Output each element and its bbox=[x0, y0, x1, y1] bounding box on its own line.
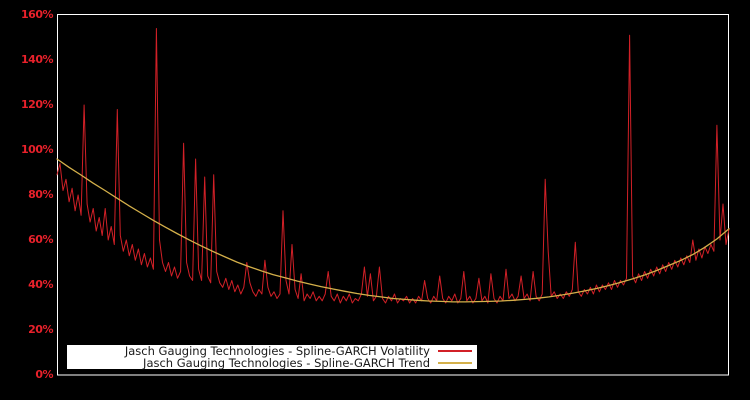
legend-label-trend: Jasch Gauging Technologies - Spline-GARC… bbox=[143, 356, 430, 370]
volatility-line-sample-icon bbox=[438, 350, 472, 352]
y-axis-tick-label: 60% bbox=[28, 233, 53, 246]
trend-line bbox=[56, 158, 730, 303]
y-axis-tick-label: 140% bbox=[21, 53, 53, 66]
y-axis-tick-label: 20% bbox=[28, 323, 53, 336]
y-axis-tick-label: 160% bbox=[21, 8, 53, 21]
legend-item-trend: Jasch Gauging Technologies - Spline-GARC… bbox=[67, 357, 477, 369]
y-axis-tick-label: 80% bbox=[28, 188, 53, 201]
legend-item-volatility: Jasch Gauging Technologies - Spline-GARC… bbox=[67, 345, 477, 357]
y-axis-tick-label: 40% bbox=[28, 278, 53, 291]
y-axis-tick-label: 100% bbox=[21, 143, 53, 156]
y-axis-tick-label: 120% bbox=[21, 98, 53, 111]
volatility-line bbox=[56, 28, 730, 304]
plot-border bbox=[57, 14, 729, 376]
legend-label-volatility: Jasch Gauging Technologies - Spline-GARC… bbox=[124, 344, 430, 358]
legend: Jasch Gauging Technologies - Spline-GARC… bbox=[67, 345, 477, 369]
y-axis-tick-label: 0% bbox=[35, 368, 53, 381]
trend-line-sample-icon bbox=[438, 362, 472, 364]
